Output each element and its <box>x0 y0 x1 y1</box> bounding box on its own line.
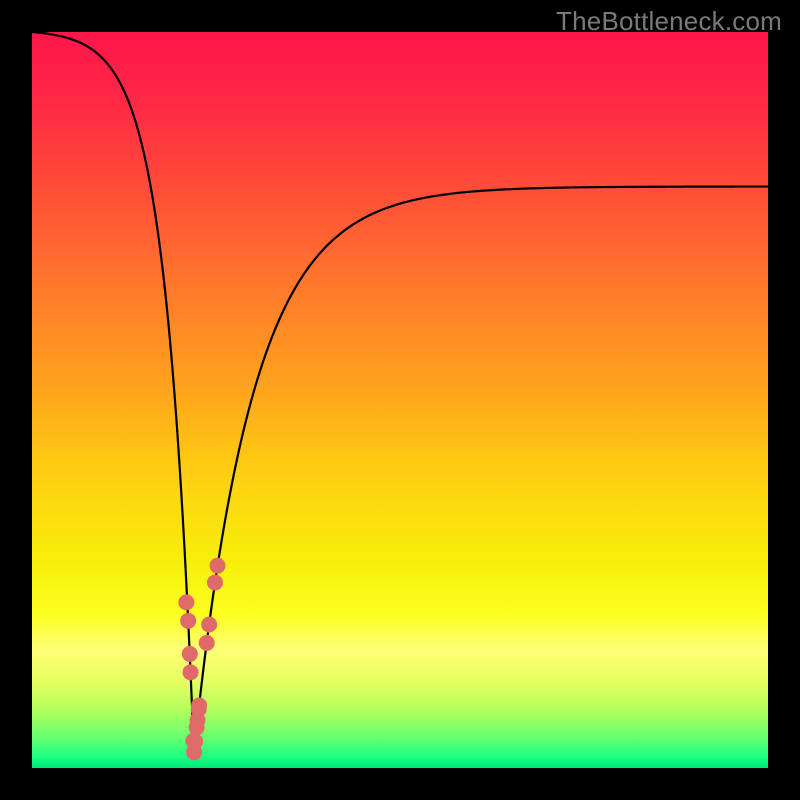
watermark-text: TheBottleneck.com <box>556 6 782 37</box>
curve-marker <box>207 575 223 591</box>
curve-marker <box>199 635 215 651</box>
chart-frame: TheBottleneck.com <box>0 0 800 800</box>
curve-marker <box>182 646 198 662</box>
curve-marker <box>201 616 217 632</box>
curve-marker <box>180 613 196 629</box>
curve-marker <box>178 594 194 610</box>
curve-marker <box>185 733 201 749</box>
curve-marker <box>191 701 207 717</box>
curve-marker <box>183 664 199 680</box>
curve-marker <box>189 720 205 736</box>
plot-area <box>32 32 768 768</box>
curve-marker <box>210 558 226 574</box>
